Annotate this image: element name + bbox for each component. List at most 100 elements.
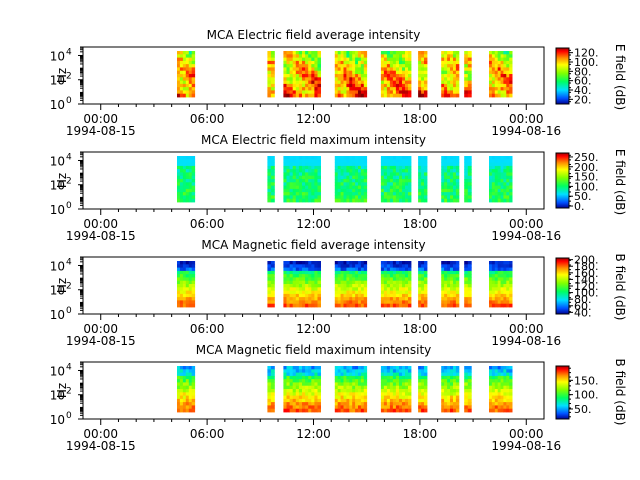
heatmap-cell: [450, 162, 454, 167]
x-tick-date-label: 1994-08-16: [491, 229, 561, 243]
heatmap-cell: [302, 267, 306, 272]
heatmap-cell: [305, 198, 309, 203]
heatmap-cell: [467, 70, 472, 75]
heatmap-cell: [358, 392, 362, 396]
heatmap-cell: [408, 303, 412, 308]
heatmap-cell: [497, 375, 501, 380]
heatmap-cell: [270, 198, 275, 203]
heatmap-cell: [308, 83, 312, 88]
heatmap-cell: [311, 162, 315, 167]
heatmap-cell: [283, 70, 287, 75]
heatmap-cell: [283, 57, 287, 62]
heatmap-cell: [305, 54, 309, 58]
heatmap-cell: [464, 74, 469, 78]
heatmap-cell: [500, 159, 504, 163]
heatmap-cell: [386, 402, 391, 406]
heatmap-cell: [349, 290, 353, 295]
heatmap-cell: [500, 185, 504, 190]
heatmap-cell: [346, 369, 350, 373]
heatmap-cell: [298, 270, 303, 275]
heatmap-cell: [491, 74, 496, 78]
heatmap-cell: [392, 188, 397, 193]
heatmap-cell: [363, 64, 368, 68]
heatmap-cell: [383, 261, 388, 265]
heatmap-cell: [185, 372, 190, 377]
heatmap-cell: [380, 280, 385, 285]
heatmap-cell: [424, 293, 428, 298]
heatmap-cell: [185, 93, 190, 98]
heatmap-cell: [349, 264, 353, 268]
heatmap-cell: [185, 300, 190, 305]
heatmap-cell: [383, 64, 388, 68]
heatmap-cell: [346, 192, 350, 196]
heatmap-cell: [497, 277, 501, 282]
heatmap-cell: [424, 80, 428, 85]
heatmap-cell: [337, 284, 341, 288]
heatmap-cell: [500, 395, 504, 400]
heatmap-cell: [308, 179, 312, 183]
heatmap-cell: [352, 195, 356, 200]
heatmap-cell: [380, 293, 385, 298]
heatmap-cell: [179, 54, 184, 58]
heatmap-cell: [191, 408, 196, 413]
heatmap-cell: [380, 267, 385, 272]
heatmap-cell: [408, 267, 412, 272]
heatmap-cell: [497, 93, 501, 98]
heatmap-cell: [467, 198, 472, 203]
heatmap-cell: [489, 405, 493, 410]
heatmap-cell: [188, 369, 193, 373]
heatmap-cell: [292, 67, 297, 72]
heatmap-cell: [182, 290, 187, 295]
heatmap-cell: [441, 67, 445, 72]
heatmap-cell: [497, 57, 501, 62]
heatmap-cell: [453, 80, 457, 85]
heatmap-cell: [503, 70, 507, 75]
heatmap-cell: [270, 159, 275, 163]
heatmap-cell: [497, 274, 501, 278]
heatmap-cell: [441, 267, 445, 272]
heatmap-cell: [308, 169, 312, 173]
heatmap-cell: [386, 185, 391, 190]
heatmap-cell: [421, 90, 425, 95]
heatmap-cell: [363, 169, 368, 173]
heatmap-cell: [185, 188, 190, 193]
heatmap-cell: [182, 93, 187, 98]
heatmap-cell: [450, 293, 454, 298]
heatmap-cell: [182, 51, 187, 55]
y-tick-exponent: 2: [66, 177, 72, 187]
heatmap-cell: [408, 90, 412, 95]
heatmap-cell: [283, 165, 287, 170]
heatmap-cell: [395, 51, 400, 55]
heatmap-cell: [455, 408, 460, 413]
y-tick-exponent: 2: [66, 387, 72, 397]
heatmap-cell: [314, 165, 318, 170]
heatmap-cell: [311, 175, 315, 180]
heatmap-cell: [289, 300, 294, 305]
heatmap-cell: [450, 195, 454, 200]
heatmap-cell: [270, 188, 275, 193]
heatmap-cell: [334, 402, 339, 406]
heatmap-cell: [464, 77, 469, 81]
heatmap-cell: [402, 198, 406, 203]
heatmap-cell: [191, 290, 196, 295]
heatmap-cell: [464, 188, 469, 193]
heatmap-cell: [314, 287, 318, 291]
heatmap-cell: [337, 179, 341, 183]
heatmap-cell: [363, 162, 368, 167]
heatmap-cell: [447, 175, 451, 180]
heatmap-cell: [444, 90, 448, 95]
heatmap-cell: [421, 60, 425, 65]
heatmap-cell: [444, 77, 448, 81]
heatmap-cell: [380, 408, 385, 413]
heatmap-cell: [340, 179, 344, 183]
y-tick-label: 10: [50, 154, 65, 168]
heatmap-cell: [185, 392, 190, 396]
heatmap-cell: [444, 382, 448, 387]
heatmap-cell: [386, 261, 391, 265]
heatmap-cell: [503, 93, 507, 98]
heatmap-cell: [177, 64, 181, 68]
heatmap-cell: [340, 369, 344, 373]
heatmap-cell: [360, 389, 365, 393]
heatmap-cell: [358, 300, 362, 305]
heatmap-cell: [283, 74, 287, 78]
